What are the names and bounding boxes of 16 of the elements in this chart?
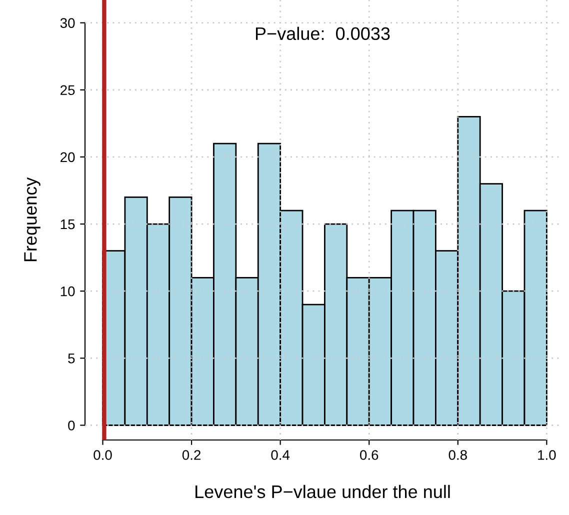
y-tick-label: 25 bbox=[60, 85, 75, 96]
y-tick-label: 10 bbox=[60, 286, 75, 296]
x-tick-label: 0.6 bbox=[360, 450, 378, 460]
y-tick-label: 0 bbox=[68, 420, 75, 430]
y-tick-label: 20 bbox=[60, 152, 75, 162]
annotation: P−value: 0.0033 bbox=[256, 26, 390, 40]
x-tick-label: 0.8 bbox=[448, 450, 467, 460]
y-tick-label: 30 bbox=[60, 18, 75, 28]
x-tick-label: 1.0 bbox=[538, 450, 556, 460]
x-axis-title: Levene's P−vlaue under the null bbox=[196, 484, 450, 498]
y-axis-title: Frequency bbox=[24, 177, 40, 262]
x-tick-label: 0.0 bbox=[94, 450, 112, 460]
x-tick-label: 0.2 bbox=[182, 450, 200, 460]
y-tick-label: 15 bbox=[60, 220, 75, 230]
x-tick-label: 0.4 bbox=[271, 450, 290, 460]
y-tick-label: 5 bbox=[68, 354, 75, 364]
